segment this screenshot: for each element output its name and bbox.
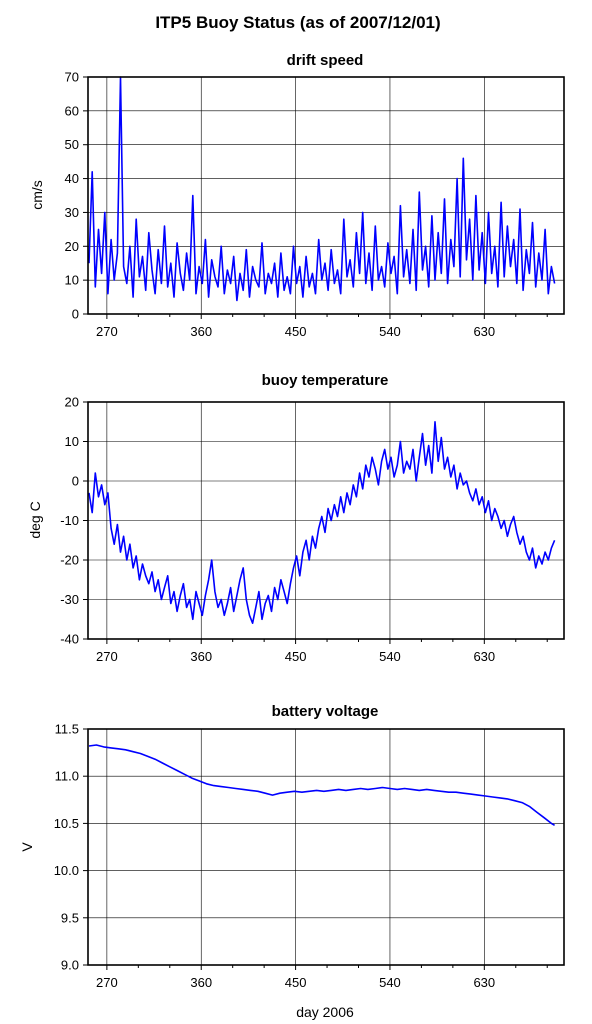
x-tick-label: 540 <box>379 649 401 664</box>
panel-title: battery voltage <box>272 703 379 720</box>
x-tick-label: 270 <box>96 649 118 664</box>
x-tick-label: 630 <box>473 649 495 664</box>
y-tick-label: 10 <box>65 434 79 449</box>
y-tick-label: 70 <box>65 70 79 85</box>
y-tick-label: 0 <box>72 307 79 322</box>
y-tick-label: 10 <box>65 273 79 288</box>
y-tick-label: 10.0 <box>54 863 79 878</box>
y-tick-label: -20 <box>60 553 79 568</box>
panel-title: drift speed <box>287 52 364 69</box>
series-line <box>88 744 556 826</box>
x-tick-label: 540 <box>379 975 401 990</box>
x-tick-label: 630 <box>473 975 495 990</box>
x-tick-label: 450 <box>285 324 307 339</box>
y-tick-label: 11.0 <box>55 769 79 784</box>
x-tick-label: 270 <box>96 975 118 990</box>
series-line <box>88 420 556 625</box>
y-axis-label: V <box>19 842 35 852</box>
x-tick-label: 360 <box>190 649 212 664</box>
y-tick-label: 9.5 <box>61 910 79 925</box>
y-tick-label: 9.0 <box>61 958 79 973</box>
y-tick-label: 0 <box>72 474 79 489</box>
y-tick-label: -30 <box>60 592 79 607</box>
x-tick-label: 540 <box>379 324 401 339</box>
y-axis-label: cm/s <box>29 180 45 210</box>
panel-battery-voltage: battery voltage V day 2006 270 360 450 540 6… <box>19 703 565 1020</box>
y-tick-label: 20 <box>65 395 79 410</box>
y-tick-label: 10.5 <box>54 816 79 831</box>
panel-buoy-temperature: buoy temperature deg C 270 360 450 540 630 -4… <box>27 372 565 664</box>
y-tick-label: 20 <box>65 239 79 254</box>
y-tick-label: 30 <box>65 205 79 220</box>
x-tick-label: 360 <box>190 975 212 990</box>
y-tick-label: 40 <box>65 171 79 186</box>
figure-title: ITP5 Buoy Status (as of 2007/12/01) <box>155 13 440 32</box>
y-tick-label: 60 <box>65 103 79 118</box>
plot-frame <box>87 728 565 966</box>
x-tick-label: 450 <box>285 975 307 990</box>
x-tick-label: 450 <box>285 649 307 664</box>
y-tick-label: 11.5 <box>55 722 79 737</box>
panel-title: buoy temperature <box>262 372 389 389</box>
y-tick-label: -10 <box>60 513 79 528</box>
series-line <box>88 76 556 302</box>
y-axis-label: deg C <box>27 501 43 538</box>
y-tick-label: -40 <box>60 632 79 647</box>
y-tick-label: 50 <box>65 137 79 152</box>
x-tick-label: 630 <box>473 324 495 339</box>
panel-drift-speed: drift speed cm/s 270 360 450 540 630 0 10 20 30 4… <box>29 52 565 339</box>
plot-frame <box>87 76 565 315</box>
x-tick-label: 270 <box>96 324 118 339</box>
x-tick-label: 360 <box>190 324 212 339</box>
x-axis-label: day 2006 <box>296 1004 354 1020</box>
